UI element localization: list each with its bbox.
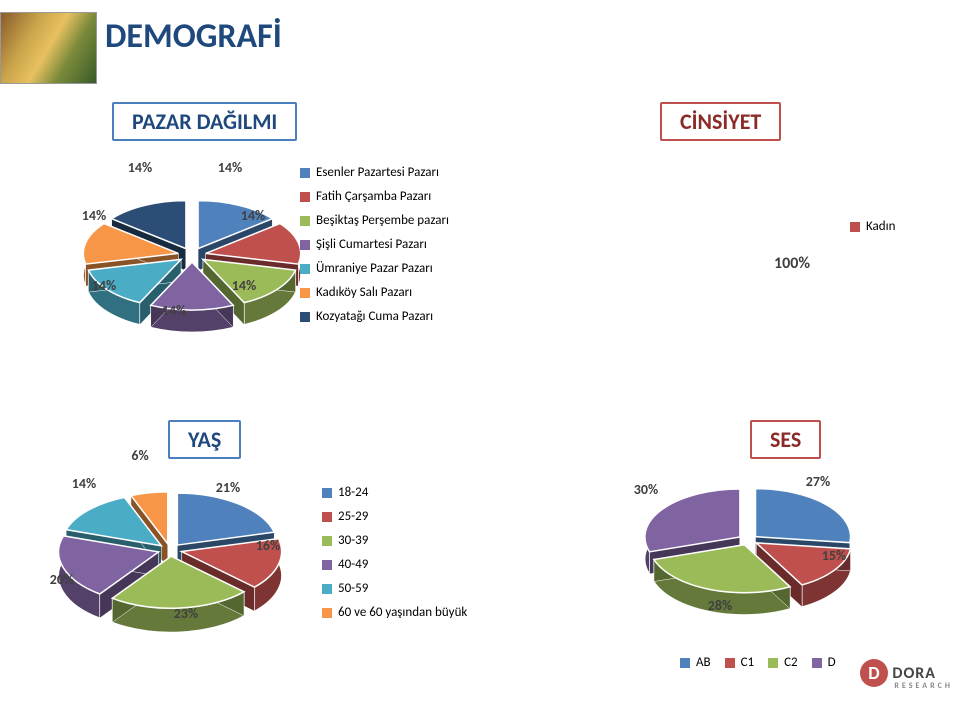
legend-item: C2	[768, 652, 798, 674]
legend-item: D	[812, 652, 836, 674]
legend-item: Ümraniye Pazar Pazarı	[300, 258, 449, 280]
legend-swatch	[322, 560, 332, 570]
legend-item: Kadın	[850, 216, 895, 238]
legend-swatch	[300, 216, 310, 226]
legend-label: 18-24	[338, 482, 368, 504]
svg-text:27%: 27%	[806, 473, 830, 490]
legend-label: AB	[696, 652, 711, 674]
legend-swatch	[850, 222, 860, 232]
legend-label: C2	[784, 652, 798, 674]
legend-yas: 18-2425-2930-3940-4950-5960 ve 60 yaşınd…	[322, 480, 467, 626]
legend-item: 25-29	[322, 506, 467, 528]
legend-swatch	[300, 192, 310, 202]
legend-label: 25-29	[338, 506, 368, 528]
legend-swatch	[725, 658, 735, 668]
legend-swatch	[300, 312, 310, 322]
logo-dora: D DORA RESEARCH	[860, 659, 936, 687]
legend-swatch	[322, 512, 332, 522]
logo-d-icon: D	[860, 659, 888, 687]
legend-label: D	[828, 652, 836, 674]
legend-swatch	[300, 240, 310, 250]
legend-label: Kadın	[866, 216, 895, 238]
legend-label: 60 ve 60 yaşından büyük	[338, 602, 467, 624]
legend-item: Fatih Çarşamba Pazarı	[300, 186, 449, 208]
legend-item: AB	[680, 652, 711, 674]
svg-text:30%: 30%	[634, 481, 658, 498]
logo-sub: RESEARCH	[894, 681, 953, 691]
slide: DEMOGRAFİ PAZAR DAĞILMI CİNSİYET YAŞ SES…	[0, 0, 960, 701]
legend-swatch	[322, 488, 332, 498]
legend-item: 18-24	[322, 482, 467, 504]
svg-text:15%: 15%	[822, 547, 846, 564]
legend-item: 30-39	[322, 530, 467, 552]
legend-swatch	[768, 658, 778, 668]
legend-swatch	[322, 536, 332, 546]
legend-swatch	[812, 658, 822, 668]
legend-label: Ümraniye Pazar Pazarı	[316, 258, 433, 280]
legend-item: Beşiktaş Perşembe pazarı	[300, 210, 449, 232]
legend-item: Kadıköy Salı Pazarı	[300, 282, 449, 304]
legend-label: Beşiktaş Perşembe pazarı	[316, 210, 449, 232]
svg-text:28%: 28%	[708, 597, 732, 614]
legend-swatch	[322, 608, 332, 618]
legend-swatch	[322, 584, 332, 594]
legend-label: Fatih Çarşamba Pazarı	[316, 186, 431, 208]
pie-ses: 27% 15% 28% 30%	[0, 0, 960, 701]
legend-item: 40-49	[322, 554, 467, 576]
legend-label: 40-49	[338, 554, 368, 576]
legend-swatch	[300, 288, 310, 298]
legend-pazar: Esenler Pazartesi PazarıFatih Çarşamba P…	[300, 160, 449, 330]
legend-label: Esenler Pazartesi Pazarı	[316, 162, 439, 184]
legend-swatch	[300, 168, 310, 178]
legend-label: 30-39	[338, 530, 368, 552]
legend-item: Şişli Cumartesi Pazarı	[300, 234, 449, 256]
legend-cinsiyet: Kadın	[850, 214, 895, 240]
legend-label: Kadıköy Salı Pazarı	[316, 282, 412, 304]
legend-label: Kozyatağı Cuma Pazarı	[316, 306, 433, 328]
legend-item: Esenler Pazartesi Pazarı	[300, 162, 449, 184]
logo-brand: DORA	[892, 664, 936, 683]
legend-item: 60 ve 60 yaşından büyük	[322, 602, 467, 624]
legend-label: Şişli Cumartesi Pazarı	[316, 234, 427, 256]
legend-item: 50-59	[322, 578, 467, 600]
legend-ses: AB C1 C2 D	[680, 650, 836, 676]
legend-label: C1	[741, 652, 755, 674]
legend-label: 50-59	[338, 578, 368, 600]
legend-item: Kozyatağı Cuma Pazarı	[300, 306, 449, 328]
legend-item: C1	[725, 652, 755, 674]
legend-swatch	[300, 264, 310, 274]
legend-swatch	[680, 658, 690, 668]
